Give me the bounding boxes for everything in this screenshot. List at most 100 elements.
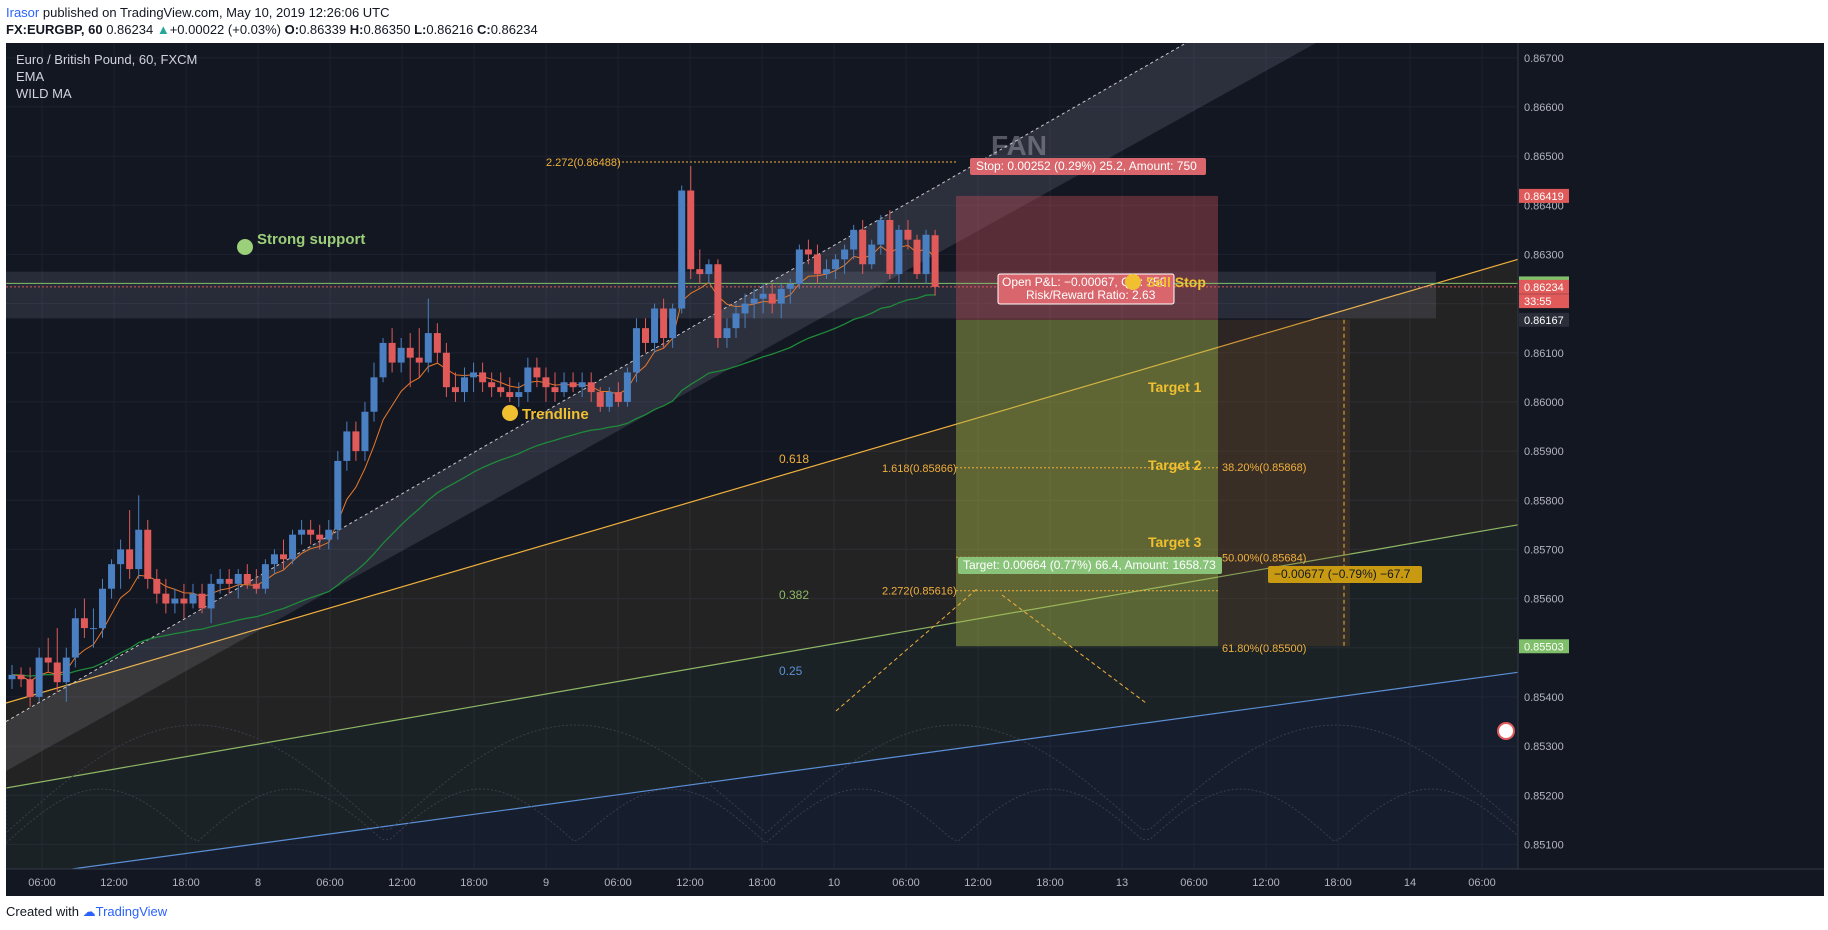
price-axis: [1518, 43, 1824, 869]
candle-body: [506, 392, 514, 397]
candle-body: [859, 229, 867, 265]
candle-body: [261, 564, 269, 589]
range-zone: [1218, 319, 1350, 647]
y-tick-label: 0.86100: [1524, 348, 1564, 360]
x-tick-label: 06:00: [316, 877, 344, 889]
candle-body: [750, 298, 758, 304]
sell-stop-marker-icon: [1125, 274, 1141, 290]
y-tick-label: 0.86500: [1524, 151, 1564, 163]
candle-body: [488, 382, 496, 388]
legend-wild-ma[interactable]: WILD MA: [16, 86, 72, 101]
price-chart[interactable]: FAN 0.618 0.382 0.25 2.272(0.86488) 1.618(0.8…: [6, 43, 1824, 896]
candle-body: [307, 529, 315, 535]
x-tick-label: 12:00: [1252, 877, 1280, 889]
price-axis-badge: [1519, 188, 1569, 203]
x-tick-label: 8: [255, 877, 261, 889]
candle-body: [234, 574, 242, 584]
created-with-label: Created with: [6, 904, 79, 919]
candle-body: [406, 347, 414, 358]
x-tick-label: 06:00: [604, 877, 632, 889]
y-tick-label: 0.86700: [1524, 53, 1564, 65]
fib-label: 50.00%(0.85684): [1222, 552, 1306, 564]
candle-body: [804, 249, 812, 255]
candle-body: [605, 392, 613, 407]
candle-body: [515, 392, 523, 397]
candle-body: [189, 593, 197, 604]
candle-body: [524, 367, 532, 393]
candle-body: [461, 377, 468, 393]
legend-ema[interactable]: EMA: [16, 69, 45, 84]
candle-body: [243, 574, 251, 584]
candle-body: [252, 583, 260, 589]
candle-body: [442, 352, 450, 388]
candle-body: [714, 264, 722, 338]
y-tick-label: 0.86400: [1524, 200, 1564, 212]
candle-body: [26, 679, 34, 697]
tradingview-logo-icon[interactable]: ☁: [82, 904, 96, 919]
candle-body: [44, 657, 52, 663]
candle-body: [795, 249, 803, 284]
candle-body: [660, 308, 668, 338]
candle-body: [651, 308, 659, 343]
time-axis: [6, 869, 1824, 896]
candle-body: [126, 549, 134, 570]
y-tick-label: 0.85300: [1524, 741, 1564, 753]
fan-level-label: 0.382: [779, 588, 809, 602]
candle-body: [415, 357, 423, 363]
target-label: Target: 0.00664 (0.77%) 66.4, Amount: 16…: [963, 558, 1216, 572]
trendline-label: Trendline: [522, 406, 589, 423]
fan-title: FAN: [991, 130, 1047, 161]
candle-body: [397, 347, 405, 363]
candle-body: [117, 549, 125, 565]
y-tick-label: 0.85400: [1524, 692, 1564, 704]
price-axis-badge: [1519, 279, 1569, 294]
y-tick-label: 0.86300: [1524, 249, 1564, 261]
legend-title: Euro / British Pound, 60, FXCM: [16, 52, 198, 67]
stop-label-box: [970, 158, 1206, 175]
candle-body: [886, 220, 894, 275]
rr-label: Risk/Reward Ratio: 2.63: [1026, 288, 1156, 302]
candle-body: [596, 392, 604, 407]
candle-body: [877, 220, 885, 245]
x-tick-label: 06:00: [28, 877, 56, 889]
x-tick-label: 06:00: [892, 877, 920, 889]
x-tick-label: 06:00: [1180, 877, 1208, 889]
price-axis-badge: [1519, 639, 1569, 654]
support-marker-icon: [237, 239, 253, 255]
candle-body: [225, 578, 233, 584]
chart-area[interactable]: FAN 0.618 0.382 0.25 2.272(0.86488) 1.618(0.8…: [6, 43, 1824, 896]
candle-body: [479, 372, 487, 383]
fib-label: 2.272(0.85616): [882, 586, 957, 598]
author-link[interactable]: Irasor: [6, 5, 40, 20]
candle-body: [451, 387, 459, 393]
price-axis-badge-text: 0.85503: [1524, 641, 1564, 653]
chart-legend: Euro / British Pound, 60, FXCM EMA WILD …: [16, 51, 197, 102]
x-tick-label: 14: [1404, 877, 1416, 889]
range-label-box: [1268, 566, 1422, 583]
candle-body: [135, 529, 143, 570]
chart-header: Irasor published on TradingView.com, May…: [6, 4, 538, 38]
low-label: L:: [414, 22, 427, 37]
candle-body: [723, 328, 731, 338]
candle-body: [270, 554, 278, 565]
candle-body: [108, 564, 116, 589]
tradingview-brand[interactable]: TradingView: [95, 904, 168, 919]
fan-zone-upper: [6, 259, 1518, 788]
candle-body: [587, 382, 595, 393]
candle-body: [470, 372, 478, 378]
candle-body: [35, 657, 43, 697]
price-axis-badge-text: 33:55: [1524, 296, 1552, 308]
candle-body: [89, 628, 97, 630]
candle-body: [289, 534, 297, 560]
candle-body: [361, 411, 369, 452]
candle-body: [8, 674, 16, 680]
candle-body: [153, 578, 161, 594]
x-tick-label: 12:00: [100, 877, 128, 889]
stop-label: Stop: 0.00252 (0.29%) 25.2, Amount: 750: [976, 159, 1197, 173]
candle-body: [343, 431, 351, 461]
candle-body: [904, 229, 912, 240]
publish-info: published on TradingView.com, May 10, 20…: [42, 5, 390, 20]
projection-arrow-down: [1001, 594, 1147, 704]
candle-body: [53, 662, 61, 683]
y-tick-label: 0.85100: [1524, 839, 1564, 851]
